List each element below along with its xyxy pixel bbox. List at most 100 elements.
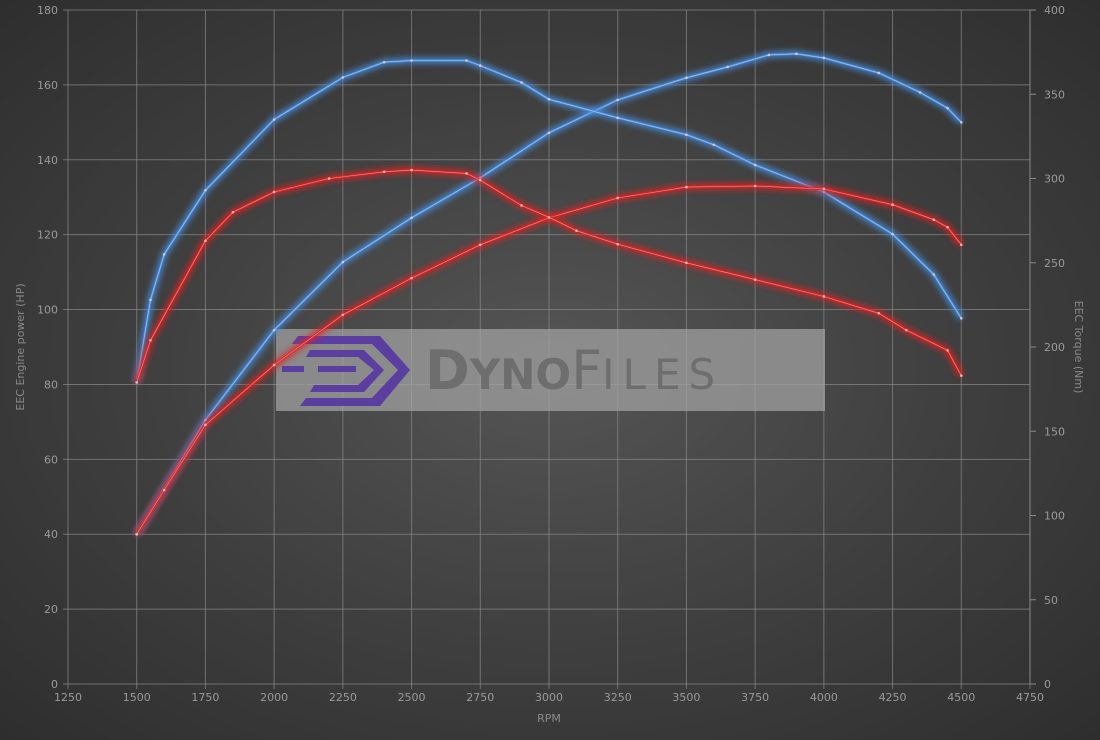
series-3 — [133, 166, 965, 384]
data-point — [795, 52, 798, 56]
data-point — [410, 168, 413, 172]
x-tick-label: 2500 — [398, 691, 426, 704]
x-tick-label: 1250 — [54, 691, 82, 704]
data-point — [712, 143, 716, 147]
x-tick-label: 2750 — [466, 691, 494, 704]
data-point — [520, 204, 523, 207]
y2-tick-label: 400 — [1044, 4, 1065, 17]
data-point — [946, 106, 949, 110]
x-tick-label: 2000 — [260, 691, 288, 704]
data-point — [959, 374, 963, 377]
data-point — [341, 76, 345, 79]
data-point — [685, 261, 688, 265]
data-point — [918, 91, 922, 94]
x-tick-label: 4750 — [1016, 691, 1044, 704]
data-point — [231, 210, 235, 214]
data-point — [478, 64, 482, 67]
data-point — [685, 185, 688, 189]
data-point — [891, 232, 894, 236]
data-point — [162, 253, 166, 256]
y-tick-label: 180 — [37, 4, 58, 17]
data-point — [767, 53, 771, 57]
x-tick-label: 3000 — [535, 691, 563, 704]
y2-tick-label: 200 — [1044, 341, 1065, 354]
series-highlight — [136, 185, 962, 535]
data-point — [162, 488, 166, 492]
data-point — [905, 328, 908, 332]
data-point — [149, 338, 152, 342]
grid — [63, 9, 1036, 689]
data-point — [478, 243, 482, 247]
data-point — [753, 278, 757, 281]
data-point — [410, 276, 413, 280]
x-axis-label: RPM — [537, 712, 561, 725]
data-point — [575, 229, 578, 233]
data-point — [135, 532, 139, 536]
x-tick-label: 1750 — [191, 691, 219, 704]
data-point — [272, 328, 276, 332]
data-point — [327, 177, 331, 180]
y-tick-label: 20 — [44, 603, 58, 616]
data-point — [616, 116, 620, 120]
y2-tick-label: 250 — [1044, 257, 1065, 270]
data-point — [520, 81, 523, 84]
series-0 — [133, 50, 964, 537]
data-point — [204, 239, 207, 243]
data-point — [410, 216, 413, 220]
y2-tick-label: 150 — [1044, 425, 1065, 438]
data-point — [959, 317, 963, 320]
x-tick-label: 2250 — [329, 691, 357, 704]
y2-axis-label: EEC Torque (Nm) — [1072, 301, 1085, 394]
data-point — [616, 98, 620, 102]
x-tick-label: 4250 — [879, 691, 907, 704]
data-point — [685, 133, 688, 136]
data-point — [478, 178, 482, 182]
data-point — [410, 59, 413, 62]
data-point — [341, 260, 345, 264]
x-tick-label: 1500 — [123, 691, 151, 704]
data-point — [877, 312, 881, 315]
y2-tick-label: 100 — [1044, 510, 1065, 523]
data-point — [891, 203, 894, 207]
x-tick-label: 4500 — [947, 691, 975, 704]
data-point — [135, 381, 139, 384]
data-point — [932, 273, 936, 276]
y-tick-label: 120 — [37, 229, 58, 242]
data-point — [272, 363, 276, 367]
data-point — [382, 170, 386, 174]
series-2 — [133, 182, 965, 537]
data-point — [272, 118, 276, 121]
data-point — [685, 76, 688, 80]
data-point — [959, 121, 963, 124]
data-point — [465, 172, 468, 175]
x-tick-label: 4000 — [810, 691, 838, 704]
x-tick-label: 3750 — [741, 691, 769, 704]
y-tick-label: 80 — [44, 378, 58, 391]
data-point — [946, 225, 949, 229]
data-point — [341, 313, 345, 317]
data-point — [204, 188, 207, 192]
data-point — [616, 242, 620, 246]
y-tick-label: 40 — [44, 528, 58, 541]
y-tick-label: 160 — [37, 79, 58, 92]
data-point — [822, 187, 826, 191]
data-point — [932, 218, 936, 221]
y2-tick-label: 50 — [1044, 594, 1058, 607]
dynofiles-watermark: DYNOFILES — [276, 329, 825, 411]
x-tick-label: 3250 — [604, 691, 632, 704]
data-point — [946, 349, 949, 352]
y-axis-label: EEC Engine power (HP) — [14, 283, 27, 410]
y-tick-label: 140 — [37, 154, 58, 167]
data-point — [877, 71, 881, 75]
data-point — [382, 60, 386, 64]
data-point — [616, 196, 620, 200]
data-point — [204, 423, 207, 427]
data-point — [149, 298, 152, 302]
data-point — [822, 295, 826, 298]
data-point — [726, 65, 729, 69]
y2-tick-label: 300 — [1044, 173, 1065, 186]
data-point — [822, 56, 826, 60]
series-group — [133, 50, 965, 537]
y-tick-label: 60 — [44, 453, 58, 466]
